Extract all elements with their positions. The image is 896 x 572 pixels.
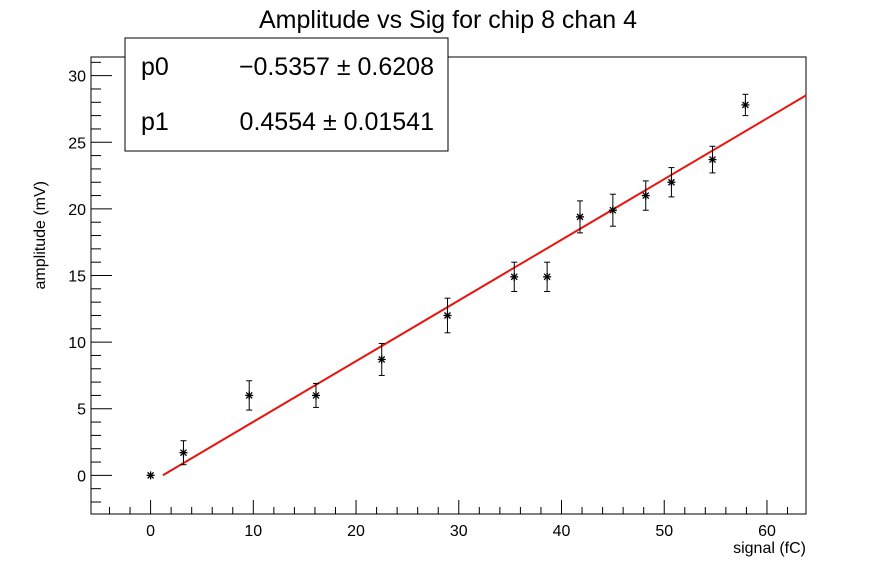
star-marker <box>575 212 584 221</box>
star-marker <box>245 391 254 400</box>
data-point <box>245 380 254 411</box>
star-marker <box>146 471 155 480</box>
stats-param-name: p0 <box>141 53 169 81</box>
data-point <box>667 167 676 198</box>
star-marker <box>311 391 320 400</box>
data-points <box>146 93 750 480</box>
data-point <box>179 440 188 466</box>
star-marker <box>377 355 386 364</box>
y-tick-label: 15 <box>68 269 86 286</box>
fit-stats-box: p0 −0.5357 ± 0.6208 p1 0.4554 ± 0.01541 <box>124 37 449 152</box>
x-tick-label: 20 <box>347 523 365 540</box>
stats-param-value: 0.4554 ± 0.01541 <box>240 108 434 136</box>
y-tick-label: 30 <box>68 69 86 86</box>
star-marker <box>641 191 650 200</box>
x-axis-label: signal (fC) <box>733 540 806 557</box>
star-marker <box>179 448 188 457</box>
data-point <box>608 193 617 227</box>
star-marker <box>667 178 676 187</box>
stats-box-frame <box>124 37 449 152</box>
data-point <box>708 145 717 174</box>
data-point <box>543 261 552 292</box>
x-tick-label: 10 <box>244 523 262 540</box>
stats-param-value: −0.5357 ± 0.6208 <box>239 53 434 81</box>
data-point <box>510 261 519 292</box>
star-marker <box>443 311 452 320</box>
y-tick-label: 25 <box>68 135 86 152</box>
star-marker <box>741 100 750 109</box>
stats-param-name: p1 <box>141 108 169 136</box>
star-marker <box>608 206 617 215</box>
y-tick-label: 5 <box>77 402 86 419</box>
data-point <box>641 180 650 211</box>
x-tick-label: 60 <box>758 523 776 540</box>
y-tick-label: 10 <box>68 335 86 352</box>
y-axis-label: amplitude (mV) <box>32 181 49 289</box>
axes: 0 10 20 30 40 50 60 0 5 10 15 20 25 30 <box>68 56 807 540</box>
data-point <box>377 342 386 376</box>
data-point <box>311 382 320 408</box>
data-point <box>146 471 155 480</box>
star-marker <box>708 155 717 164</box>
data-point <box>575 200 584 234</box>
y-tick-label: 20 <box>68 202 86 219</box>
data-point <box>741 93 750 117</box>
star-marker <box>510 272 519 281</box>
y-tick-label: 0 <box>77 468 86 485</box>
x-tick-label: 0 <box>146 523 155 540</box>
x-tick-label: 50 <box>655 523 673 540</box>
fit-layer <box>162 94 807 477</box>
fit-line <box>162 94 807 477</box>
star-marker <box>543 272 552 281</box>
x-tick-label: 40 <box>553 523 571 540</box>
data-point <box>443 297 452 334</box>
chart-title: Amplitude vs Sig for chip 8 chan 4 <box>259 6 637 34</box>
x-tick-label: 30 <box>450 523 468 540</box>
